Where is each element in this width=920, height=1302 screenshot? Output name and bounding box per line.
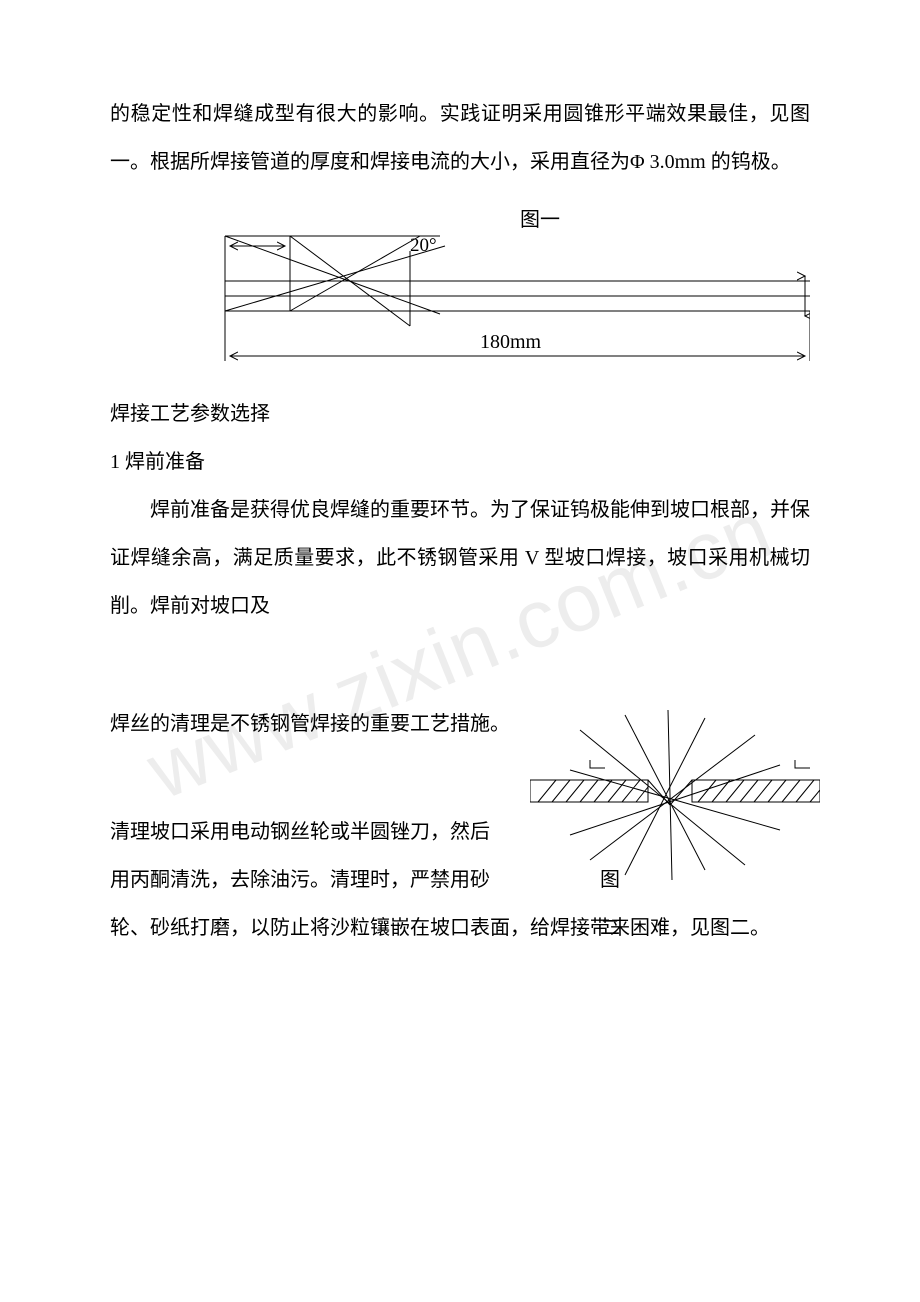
fig2-hatch-right xyxy=(692,780,820,802)
fig1-dim-label: 180mm xyxy=(480,331,542,353)
section-heading-2: 1 焊前准备 xyxy=(110,438,810,486)
fig2-line2 xyxy=(625,715,705,870)
figure-2-caption: 图二 xyxy=(600,856,620,952)
figure-2-block: 焊丝的清理是不锈钢管焊接的重要工艺措施。 xyxy=(110,700,810,904)
figure-1-container: 图一 20° 180mm xyxy=(110,196,810,386)
fig2-line1 xyxy=(580,730,745,865)
document-content: 的稳定性和焊缝成型有很大的影响。实践证明采用圆锥形平端效果最佳，见图一。根据所焊… xyxy=(110,90,810,952)
fig2-hatch-left xyxy=(530,780,648,802)
paragraph-2: 焊前准备是获得优良焊缝的重要环节。为了保证钨极能伸到坡口根部，并保证焊缝余高，满… xyxy=(110,486,810,630)
fig2-line5 xyxy=(668,710,672,880)
spacer xyxy=(110,630,810,700)
paragraph-3: 焊丝的清理是不锈钢管焊接的重要工艺措施。 xyxy=(110,700,530,748)
fig2-line3 xyxy=(625,718,705,875)
fig1-diag1 xyxy=(225,236,440,314)
section-heading-1: 焊接工艺参数选择 xyxy=(110,390,810,438)
paragraph-5: 轮、砂纸打磨，以防止将沙粒镶嵌在坡口表面，给焊接带来困难，见图二。 xyxy=(110,904,810,952)
figure-1-svg: 图一 20° 180mm xyxy=(110,196,810,386)
fig2-bracket-l xyxy=(590,760,605,768)
paragraph-4a: 清理坡口采用电动钢丝轮或半圆锉刀，然后 xyxy=(110,808,530,856)
paragraph-1: 的稳定性和焊缝成型有很大的影响。实践证明采用圆锥形平端效果最佳，见图一。根据所焊… xyxy=(110,90,810,186)
figure-2-svg xyxy=(530,710,820,880)
figure-1-label: 图一 xyxy=(520,209,560,231)
paragraph-4b-row: 用丙酮清洗，去除油污。清理时，严禁用砂 图二 xyxy=(110,856,530,904)
fig2-bracket-r xyxy=(795,760,810,768)
paragraph-4b: 用丙酮清洗，去除油污。清理时，严禁用砂 xyxy=(110,869,490,891)
fig1-angle-label: 20° xyxy=(410,235,437,256)
fig2-line7 xyxy=(570,765,780,835)
